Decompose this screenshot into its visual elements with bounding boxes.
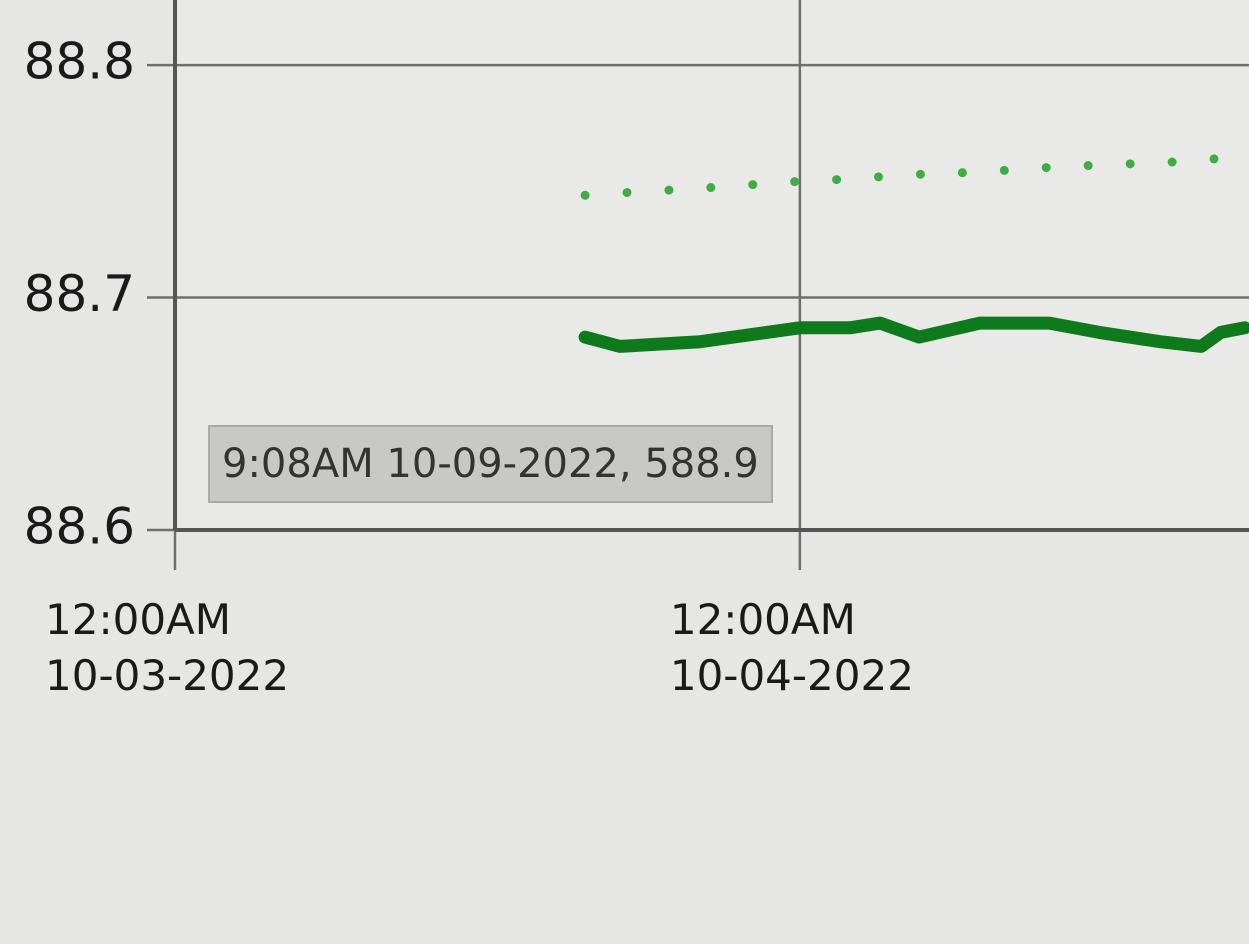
y-tick-label: 88.8 (24, 33, 135, 91)
x-tick-label: 12:00AM 10-03-2022 (45, 595, 290, 700)
y-tick-label: 88.6 (24, 498, 135, 556)
x-tick-label: 12:00AM 10-04-2022 (669, 595, 914, 700)
data-line (578, 316, 1249, 353)
y-tick-label: 88.7 (24, 265, 135, 323)
tooltip: 9:08AM 10-09-2022, 588.9 (208, 425, 773, 503)
